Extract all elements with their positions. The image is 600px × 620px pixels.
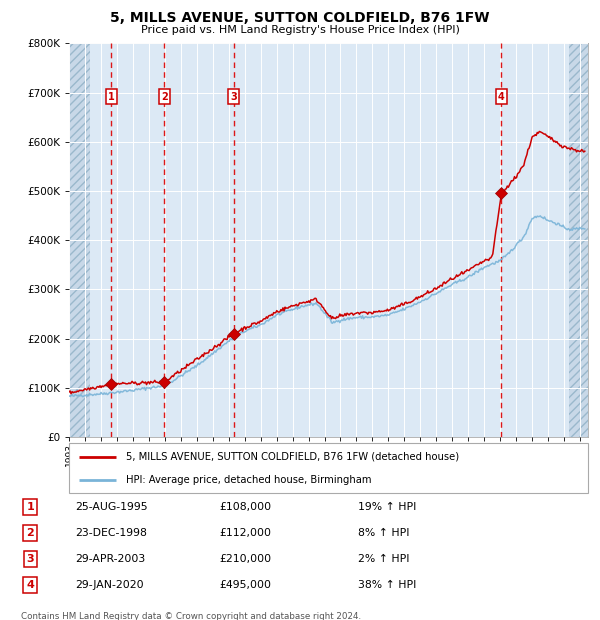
Text: 4: 4 [26,580,34,590]
Text: Contains HM Land Registry data © Crown copyright and database right 2024.
This d: Contains HM Land Registry data © Crown c… [21,612,361,620]
Text: 5, MILLS AVENUE, SUTTON COLDFIELD, B76 1FW: 5, MILLS AVENUE, SUTTON COLDFIELD, B76 1… [110,11,490,25]
Text: 3: 3 [230,92,237,102]
Text: 2% ↑ HPI: 2% ↑ HPI [358,554,409,564]
Text: 38% ↑ HPI: 38% ↑ HPI [358,580,416,590]
Text: 8% ↑ HPI: 8% ↑ HPI [358,528,409,538]
Text: HPI: Average price, detached house, Birmingham: HPI: Average price, detached house, Birm… [126,474,371,484]
Text: 19% ↑ HPI: 19% ↑ HPI [358,502,416,512]
Text: Price paid vs. HM Land Registry's House Price Index (HPI): Price paid vs. HM Land Registry's House … [140,25,460,35]
Text: 2: 2 [161,92,168,102]
Text: 2: 2 [26,528,34,538]
Text: 3: 3 [26,554,34,564]
Text: 29-JAN-2020: 29-JAN-2020 [76,580,144,590]
Text: 5, MILLS AVENUE, SUTTON COLDFIELD, B76 1FW (detached house): 5, MILLS AVENUE, SUTTON COLDFIELD, B76 1… [126,452,459,462]
FancyBboxPatch shape [69,443,588,493]
Text: 25-AUG-1995: 25-AUG-1995 [76,502,148,512]
Text: £495,000: £495,000 [220,580,271,590]
Text: £108,000: £108,000 [220,502,271,512]
Text: 29-APR-2003: 29-APR-2003 [76,554,146,564]
Bar [569,43,588,437]
Text: £210,000: £210,000 [220,554,271,564]
Text: 1: 1 [108,92,115,102]
Text: £112,000: £112,000 [220,528,271,538]
Text: 1: 1 [26,502,34,512]
Bar [69,43,90,437]
Text: 23-DEC-1998: 23-DEC-1998 [76,528,147,538]
Text: 4: 4 [498,92,505,102]
